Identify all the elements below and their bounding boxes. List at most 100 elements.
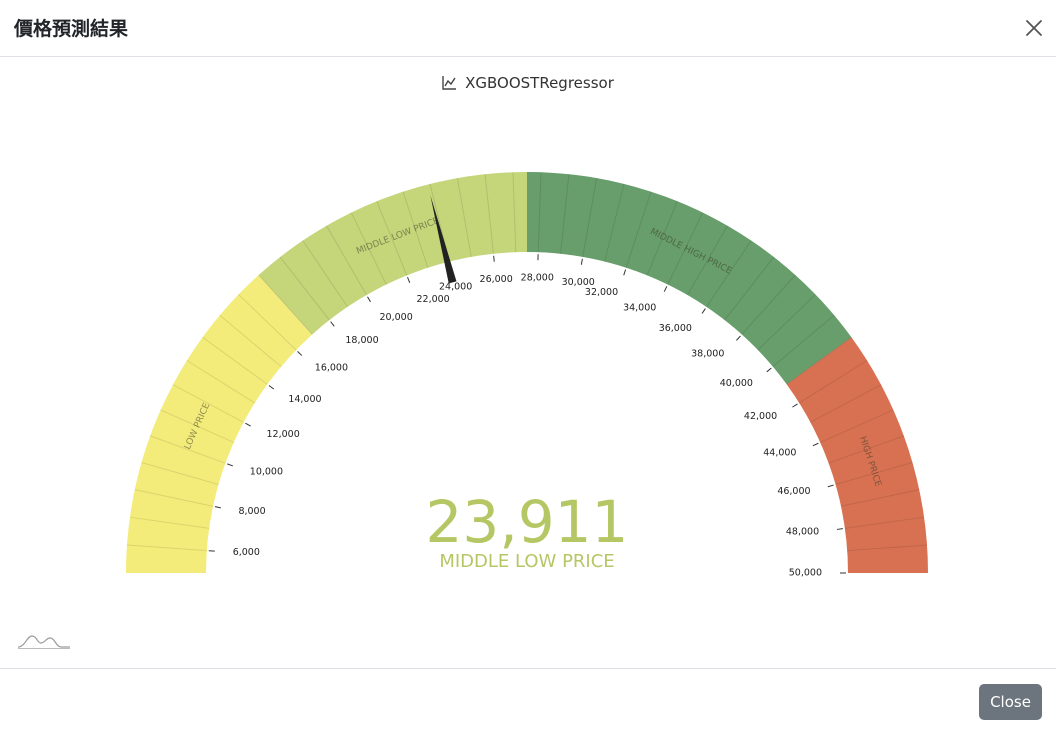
gauge-segment-line xyxy=(238,294,297,351)
gauge-band-2 xyxy=(258,172,527,335)
gauge-tick-label: 26,000 xyxy=(480,274,513,285)
gauge-segment-line xyxy=(625,191,652,268)
gauge-tick-label: 40,000 xyxy=(720,378,753,389)
gauge-segment-line xyxy=(202,336,268,385)
gauge-segment-line xyxy=(326,225,367,296)
gauge-segment-line xyxy=(835,461,913,486)
chart-title-text: XGBOOSTRegressor xyxy=(465,74,614,92)
gauge-tick-label: 10,000 xyxy=(250,467,283,478)
gauge-tick-label: 42,000 xyxy=(744,411,777,422)
gauge-segment-line xyxy=(456,178,472,257)
gauge-tick-label: 50,000 xyxy=(789,568,822,579)
gauge-tick xyxy=(227,463,234,467)
gauge-segment-line xyxy=(560,174,570,254)
gauge-band-1 xyxy=(126,274,313,573)
gauge-tick xyxy=(297,351,303,356)
gauge-segment-line xyxy=(512,172,517,253)
gauge-segment-line xyxy=(847,544,928,552)
gauge-segment-line xyxy=(376,201,408,276)
gauge-segment-line xyxy=(160,409,234,443)
gauge-tick xyxy=(663,286,668,292)
gauge-tick xyxy=(268,385,275,390)
gauge-segment-line xyxy=(706,240,752,308)
gauge-segment-line xyxy=(798,360,868,404)
gauge-segment-line xyxy=(537,172,542,253)
gauge-tick xyxy=(836,528,843,530)
gauge-needle xyxy=(430,195,457,284)
gauge-tick-label: 16,000 xyxy=(315,363,348,374)
gauge-segment-line xyxy=(820,409,894,443)
gauge-segment-line xyxy=(150,435,226,464)
gauge-segment-line xyxy=(129,516,210,529)
gauge-segment-line xyxy=(402,191,429,268)
gauge-tick xyxy=(493,255,495,262)
gauge-tick-label: 24,000 xyxy=(439,281,472,292)
gauge-segment-line xyxy=(141,461,219,486)
gauge-value-category: MIDDLE LOW PRICE xyxy=(439,551,614,572)
gauge-segment-line xyxy=(810,384,882,423)
gauge-value: 23,911 xyxy=(426,488,629,556)
gauge-segment-line xyxy=(134,489,214,507)
modal-footer: Close xyxy=(0,668,1056,734)
gauge-segment-line xyxy=(844,516,925,529)
gauge-tick xyxy=(701,308,706,314)
gauge-tick-label: 34,000 xyxy=(623,302,656,313)
gauge-tick xyxy=(214,506,221,509)
gauge-tick xyxy=(367,296,371,303)
gauge-segment-line xyxy=(840,489,920,507)
gauge-tick-label: 38,000 xyxy=(691,348,724,359)
gauge-tick-label: 8,000 xyxy=(238,506,265,517)
gauge-segment-line xyxy=(258,274,313,335)
gauge-segment-line xyxy=(172,384,244,423)
gauge-segment-line xyxy=(604,183,625,262)
gauge-tick-label: 20,000 xyxy=(380,312,413,323)
gauge-segment-line xyxy=(484,174,494,254)
gauge-segment-line xyxy=(219,314,282,368)
gauge-segment-line xyxy=(828,435,904,464)
gauge-segment-line xyxy=(724,256,775,321)
gauge-tick-label: 32,000 xyxy=(585,287,618,298)
gauge-tick-label: 22,000 xyxy=(416,294,449,305)
gauge-tick xyxy=(407,277,411,283)
modal-title: 價格預測結果 xyxy=(14,18,129,40)
gauge-segment-line xyxy=(582,178,598,257)
gauge-tick xyxy=(580,258,583,265)
gauge-tick-label: 14,000 xyxy=(288,394,321,405)
gauge-tick xyxy=(623,269,627,276)
gauge-segment-line xyxy=(279,256,330,321)
gauge-tick xyxy=(766,367,772,373)
gauge-tick-label: 6,000 xyxy=(233,547,260,558)
gauge-tick xyxy=(245,422,251,427)
close-button[interactable]: Close xyxy=(979,684,1042,720)
gauge-tick-label: 18,000 xyxy=(345,335,378,346)
gauge-segment-line xyxy=(757,294,816,351)
gauge-band-3 xyxy=(527,172,852,385)
gauge-tick-label: 46,000 xyxy=(777,486,810,497)
gauge-segment-line xyxy=(646,201,678,276)
gauge-segment-line xyxy=(302,240,348,308)
gauge-segment-line xyxy=(350,212,387,285)
gauge-segment-line xyxy=(667,212,704,285)
gauge-tick-label: 28,000 xyxy=(521,273,554,284)
modal-header: 價格預測結果 xyxy=(0,0,1056,57)
close-icon[interactable] xyxy=(1020,14,1048,42)
gauge-segment-line xyxy=(772,314,835,368)
gauge-tick-label: 44,000 xyxy=(763,448,796,459)
gauge-band-4 xyxy=(786,337,928,573)
gauge-tick xyxy=(812,442,819,447)
gauge-tick-label: 12,000 xyxy=(267,429,300,440)
gauge-tick xyxy=(792,403,798,408)
gauge-segment-line xyxy=(186,360,256,404)
gauge-tick-label: 36,000 xyxy=(659,323,692,334)
line-chart-icon xyxy=(442,75,457,94)
gauge-tick xyxy=(330,321,335,327)
gauge-segment-line xyxy=(126,544,207,552)
gauge-segment-line xyxy=(741,274,796,335)
gauge-tick-label: 48,000 xyxy=(786,526,819,537)
gauge-segment-line xyxy=(786,336,852,385)
gauge-tick xyxy=(736,335,741,341)
gauge-segment-line xyxy=(687,225,728,296)
gauge-tick xyxy=(827,484,834,488)
wave-icon[interactable] xyxy=(17,630,71,654)
